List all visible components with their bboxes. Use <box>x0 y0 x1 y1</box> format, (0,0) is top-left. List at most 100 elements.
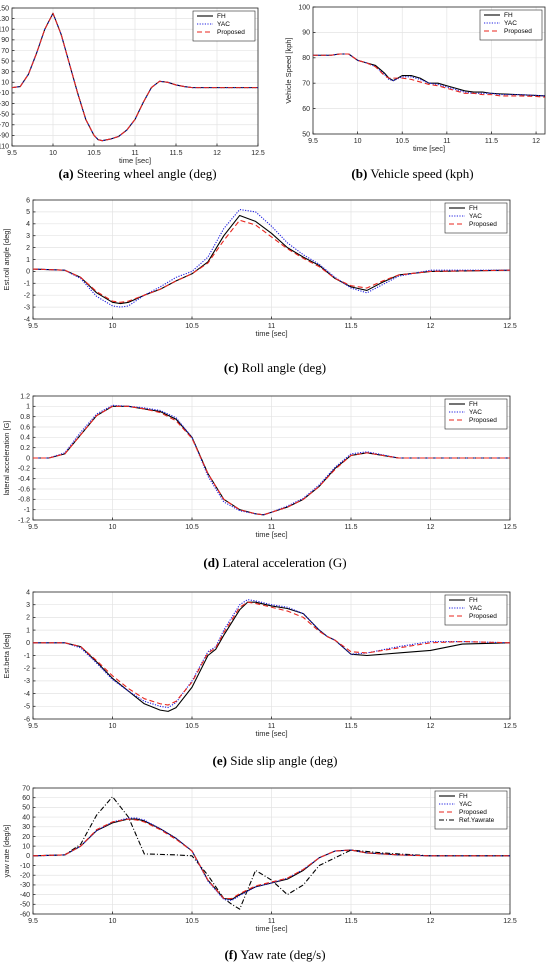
y-tick-label: 50 <box>1 58 9 65</box>
x-tick-label: 10.5 <box>185 524 199 531</box>
y-tick-label: 10 <box>1 80 9 87</box>
legend-label: FH <box>459 793 468 800</box>
x-tick-label: 10.5 <box>185 323 199 330</box>
x-tick-label: 12.5 <box>503 524 517 531</box>
y-tick-label: 6 <box>26 197 30 204</box>
y-tick-label: -10 <box>0 90 9 97</box>
caption-text: Side slip angle (deg) <box>230 753 338 768</box>
y-tick-label: -10 <box>20 863 30 870</box>
caption-letter: (c) <box>223 360 239 375</box>
series-line-proposed <box>33 405 510 516</box>
y-tick-label: -2 <box>24 666 30 673</box>
y-tick-label: 70 <box>1 48 9 55</box>
caption-text: Yaw rate (deg/s) <box>240 947 326 962</box>
series-line-fh <box>33 214 510 305</box>
legend-label: FH <box>469 597 478 604</box>
y-tick-label: -4 <box>24 691 30 698</box>
y-tick-label: 70 <box>302 81 310 88</box>
x-axis-label: time [sec] <box>255 530 287 539</box>
x-tick-label: 12 <box>532 138 540 145</box>
legend-label: FH <box>469 401 478 408</box>
legend-label: Proposed <box>469 613 497 620</box>
y-tick-label: 0.2 <box>20 445 30 452</box>
series-line-yac <box>313 53 545 97</box>
series-line-yac <box>33 599 510 709</box>
y-axis-label: yaw rate [deg/s] <box>2 825 11 878</box>
x-tick-label: 12 <box>427 918 435 925</box>
caption-a: (a) Steering wheel angle (deg) <box>0 166 275 182</box>
y-tick-label: -50 <box>20 902 30 909</box>
y-tick-label: 2 <box>26 245 30 252</box>
caption-letter: (a) <box>58 166 74 181</box>
caption-c: (c) Roll angle (deg) <box>0 360 550 376</box>
y-axis-label: Est.beta [deg] <box>2 632 11 678</box>
chart-yaw-rate: 9.5 10 10.5 11 11.5 12 12.5 70 60 50 40 30 20 10 0 -10 -… <box>2 785 517 933</box>
y-tick-label: 4 <box>26 221 30 228</box>
y-tick-label: 1 <box>26 257 30 264</box>
x-tick-label: 11.5 <box>169 150 182 157</box>
y-axis-label: lateral acceleration [G] <box>2 420 11 495</box>
x-tick-label: 10.5 <box>185 918 199 925</box>
legend-label: YAC <box>469 409 482 416</box>
y-tick-label: 1 <box>26 404 30 411</box>
y-tick-label: -6 <box>24 716 30 723</box>
y-tick-label: 3 <box>26 233 30 240</box>
y-tick-label: -4 <box>24 316 30 323</box>
x-tick-label: 11 <box>131 150 138 157</box>
legend-label: FH <box>217 13 226 20</box>
x-tick-label: 11.5 <box>344 524 357 531</box>
caption-text: Roll angle (deg) <box>241 360 327 375</box>
series-line-proposed <box>12 12 258 142</box>
x-axis-label: time [sec] <box>119 156 151 165</box>
y-tick-label: 10 <box>22 843 30 850</box>
y-tick-label: 50 <box>22 805 30 812</box>
y-tick-label: 0.6 <box>20 424 30 431</box>
legend-label: Proposed <box>504 28 532 35</box>
y-tick-label: 80 <box>302 55 310 62</box>
x-tick-label: 10 <box>109 323 117 330</box>
y-tick-label: -60 <box>20 911 30 918</box>
y-tick-label: 30 <box>1 69 9 76</box>
y-axis-label: Est.roll angle [deg] <box>2 228 11 290</box>
x-tick-label: 11 <box>443 138 450 145</box>
y-tick-label: 130 <box>0 16 9 23</box>
legend-label: Proposed <box>469 417 497 424</box>
legend-label: Proposed <box>217 29 245 36</box>
y-tick-label: -110 <box>0 143 9 150</box>
x-tick-label: 10 <box>49 150 57 157</box>
series-line-proposed <box>313 53 545 98</box>
y-tick-label: -0.8 <box>18 497 30 504</box>
y-tick-label: 0 <box>26 640 30 647</box>
y-tick-label: 1.2 <box>20 393 30 400</box>
legend-label: YAC <box>469 605 482 612</box>
y-tick-label: 0 <box>26 853 30 860</box>
x-tick-label: 12.5 <box>503 323 517 330</box>
chart-side-slip-angle: 9.5 10 10.5 11 11.5 12 12.543210-1-2-3-4-5-6ti… <box>2 589 517 738</box>
y-tick-label: -2 <box>24 293 30 300</box>
caption-b: (b) Vehicle speed (kph) <box>275 166 550 182</box>
x-tick-label: 9.5 <box>28 918 38 925</box>
y-tick-label: 90 <box>1 37 9 44</box>
y-tick-label: 2 <box>26 615 30 622</box>
y-tick-label: -90 <box>0 133 9 140</box>
y-tick-label: 150 <box>0 5 9 12</box>
x-tick-label: 10.5 <box>185 723 199 730</box>
y-tick-label: -50 <box>0 111 9 118</box>
x-tick-label: 12.5 <box>251 150 265 157</box>
caption-text: Vehicle speed (kph) <box>370 166 474 181</box>
x-tick-label: 12 <box>427 323 435 330</box>
y-tick-label: -30 <box>20 882 30 889</box>
y-tick-label: 70 <box>22 785 30 792</box>
x-tick-label: 11 <box>268 918 275 925</box>
x-tick-label: 11.5 <box>485 138 498 145</box>
y-tick-label: -3 <box>24 678 30 685</box>
series-line-fh <box>33 601 510 712</box>
x-tick-label: 10 <box>354 138 362 145</box>
caption-letter: (f) <box>224 947 238 962</box>
y-tick-label: 30 <box>22 824 30 831</box>
legend-label: YAC <box>469 213 482 220</box>
y-tick-label: -1 <box>24 507 30 514</box>
chart-steering-wheel-angle: 9.5 10 10.5 11 11.5 12 12.5 150 130 110 90 70 50 30 10… <box>0 5 265 165</box>
legend-label: Ref.Yawrate <box>459 817 495 824</box>
legend-label: YAC <box>459 801 472 808</box>
